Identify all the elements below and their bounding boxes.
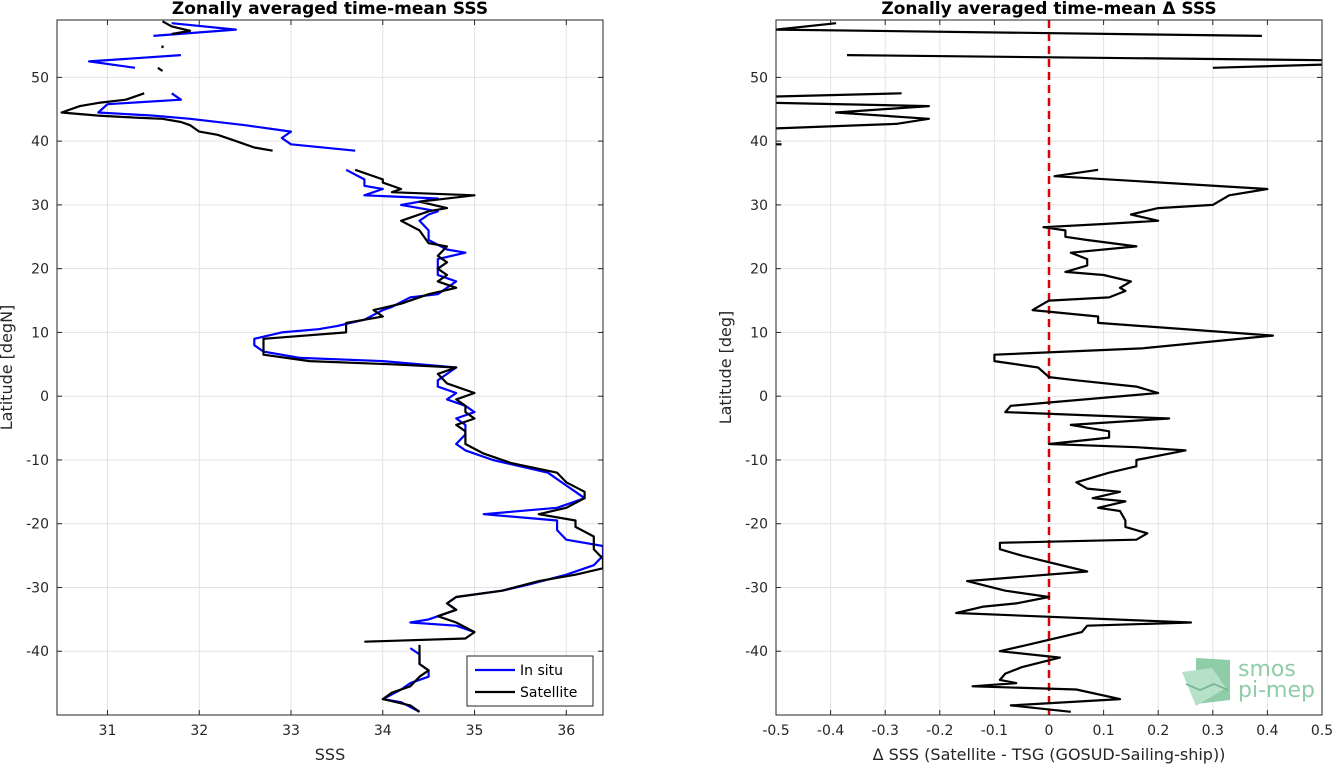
legend-label: In situ (520, 663, 563, 679)
x-tick-label: 0.5 (1311, 723, 1333, 739)
chart-title: Zonally averaged time-mean SSS (172, 0, 488, 19)
logo-text-smos: smos (1238, 657, 1296, 682)
chart-panel-1: 31 32 33 34 35 36 50 40 30 20 10 0 -10 -20 -30 -40 Zonal… (0, 0, 604, 764)
x-tick-label: 32 (190, 723, 208, 739)
y-tick-label: 50 (750, 70, 768, 86)
series-line (846, 54, 1322, 62)
series-line (153, 22, 237, 37)
x-tick-label: 35 (466, 723, 484, 739)
y-tick-label: -40 (26, 644, 49, 660)
y-tick-label: 10 (750, 325, 768, 341)
series-line (955, 168, 1275, 713)
series-line (776, 101, 931, 130)
y-tick-label: 0 (759, 389, 768, 405)
series-line (262, 168, 603, 643)
logo-mark (1185, 683, 1229, 691)
y-tick-label: 40 (750, 134, 768, 150)
axes-box (775, 19, 1323, 716)
x-tick-label: 31 (99, 723, 117, 739)
series-line (60, 92, 273, 152)
legend: In situ Satellite (466, 655, 594, 707)
logo-text-pi-mep: pi-mep (1238, 678, 1315, 703)
x-axis-label: SSS (315, 745, 345, 764)
y-tick-label: 30 (750, 198, 768, 214)
y-tick-label: 30 (31, 198, 49, 214)
legend-label: Satellite (520, 685, 577, 701)
x-tick-label: 0.4 (1256, 723, 1278, 739)
x-tick-label: -0.2 (926, 723, 953, 739)
series-line (1212, 63, 1322, 69)
y-axis-label: Latitude [deg] (716, 311, 735, 425)
plot-area (57, 20, 603, 715)
y-tick-label: 20 (750, 262, 768, 278)
y-tick-label: 10 (31, 325, 49, 341)
series-line (253, 168, 603, 634)
series-line (161, 20, 192, 36)
x-tick-label: 0 (1045, 723, 1054, 739)
y-tick-label: -30 (26, 580, 49, 596)
logo-mark (1182, 668, 1226, 706)
x-tick-label: 36 (557, 723, 575, 739)
axes-box (56, 19, 604, 716)
x-tick-label: 34 (374, 723, 392, 739)
series-line (776, 92, 902, 98)
y-tick-label: -30 (745, 580, 768, 596)
x-tick-label: -0.1 (981, 723, 1008, 739)
x-tick-label: 0.3 (1202, 723, 1224, 739)
chart-title: Zonally averaged time-mean Δ SSS (881, 0, 1216, 19)
y-tick-label: -10 (745, 453, 768, 469)
series-line (87, 54, 181, 69)
series-line (381, 644, 430, 713)
series-satellite (60, 20, 603, 713)
x-tick-label: 0.2 (1147, 723, 1169, 739)
series-line (157, 66, 164, 72)
x-tick-label: 0.1 (1092, 723, 1114, 739)
y-tick-label: 50 (31, 70, 49, 86)
y-axis-label: Latitude [degN] (0, 305, 16, 431)
chart-panel-2: -0.5 -0.4 -0.3 -0.2 -0.1 0 0.1 0.2 0.3 0.4 0.5 50 40… (716, 0, 1333, 764)
x-tick-label: -0.3 (872, 723, 899, 739)
x-tick-label: -0.4 (817, 723, 844, 739)
x-tick-label: -0.5 (762, 723, 789, 739)
y-tick-label: -40 (745, 644, 768, 660)
series-line (776, 22, 1262, 37)
legend-box (466, 655, 594, 707)
series-1 (776, 22, 1322, 713)
y-tick-label: -20 (26, 517, 49, 533)
y-tick-label: 0 (40, 389, 49, 405)
series-line (97, 92, 356, 152)
x-tick-label: 33 (282, 723, 300, 739)
y-tick-label: 40 (31, 134, 49, 150)
y-tick-label: -10 (26, 453, 49, 469)
y-tick-label: -20 (745, 517, 768, 533)
y-tick-label: 20 (31, 262, 49, 278)
x-axis-label: Δ SSS (Satellite - TSG (GOSUD-Sailing-sh… (873, 745, 1226, 764)
